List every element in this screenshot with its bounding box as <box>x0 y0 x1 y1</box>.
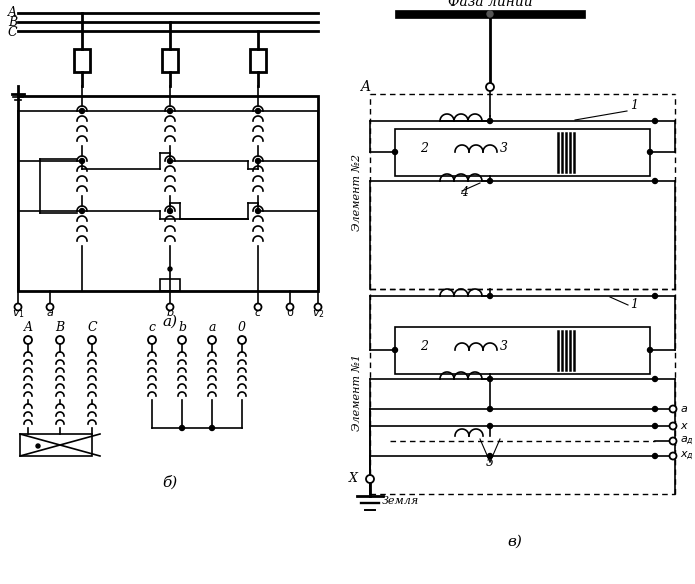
Circle shape <box>315 304 322 311</box>
Circle shape <box>79 158 85 164</box>
Circle shape <box>209 426 215 430</box>
Text: 1: 1 <box>630 99 638 112</box>
Circle shape <box>669 453 676 460</box>
Circle shape <box>487 179 493 183</box>
Circle shape <box>256 158 261 164</box>
Circle shape <box>653 119 657 123</box>
Circle shape <box>47 304 54 311</box>
Circle shape <box>487 454 493 458</box>
Bar <box>395 327 650 374</box>
Circle shape <box>653 406 657 412</box>
Circle shape <box>653 377 657 381</box>
Circle shape <box>486 83 494 91</box>
Circle shape <box>254 304 261 311</box>
Circle shape <box>256 208 261 214</box>
Text: A: A <box>360 80 370 94</box>
Circle shape <box>79 208 85 214</box>
Bar <box>162 49 178 72</box>
Circle shape <box>238 336 246 344</box>
Text: Земля: Земля <box>382 496 419 506</box>
Text: 0: 0 <box>238 321 246 334</box>
Text: Фаза линии: Фаза линии <box>448 0 532 9</box>
Circle shape <box>178 336 186 344</box>
Circle shape <box>88 336 96 344</box>
Text: 2: 2 <box>420 142 428 155</box>
Text: 5: 5 <box>486 456 494 469</box>
Bar <box>395 10 585 18</box>
Circle shape <box>167 158 172 164</box>
Text: $x_д$: $x_д$ <box>680 450 694 463</box>
Text: $x$: $x$ <box>680 421 689 431</box>
Bar <box>395 129 650 176</box>
Circle shape <box>648 347 653 353</box>
Circle shape <box>669 437 676 444</box>
Circle shape <box>56 336 64 344</box>
Circle shape <box>648 150 653 155</box>
Text: b: b <box>178 321 186 334</box>
Text: X: X <box>349 472 358 485</box>
Text: 4: 4 <box>460 186 468 199</box>
Circle shape <box>366 475 374 483</box>
Circle shape <box>167 304 174 311</box>
Text: c: c <box>149 321 156 334</box>
Text: б): б) <box>163 475 178 490</box>
Text: B: B <box>56 321 65 334</box>
Text: в): в) <box>507 535 523 549</box>
Circle shape <box>653 179 657 183</box>
Circle shape <box>24 336 32 344</box>
Text: $a$: $a$ <box>46 308 54 318</box>
Circle shape <box>256 109 261 113</box>
Text: $a$: $a$ <box>680 404 688 414</box>
Circle shape <box>167 109 172 113</box>
Circle shape <box>168 267 172 271</box>
Text: $c$: $c$ <box>254 308 262 318</box>
Circle shape <box>487 377 493 381</box>
Bar <box>160 279 180 291</box>
Text: A: A <box>24 321 33 334</box>
Text: а): а) <box>163 315 177 329</box>
Bar <box>250 49 266 72</box>
Text: 1: 1 <box>630 298 638 311</box>
Circle shape <box>487 294 493 298</box>
Circle shape <box>393 150 398 155</box>
Circle shape <box>669 405 676 412</box>
Text: A: A <box>8 5 17 19</box>
Text: 3: 3 <box>500 340 508 353</box>
Text: 3: 3 <box>500 142 508 155</box>
Circle shape <box>487 11 493 17</box>
Text: $0$: $0$ <box>286 306 294 318</box>
Circle shape <box>179 426 184 430</box>
Circle shape <box>208 336 216 344</box>
Circle shape <box>15 304 22 311</box>
Circle shape <box>487 119 493 123</box>
Text: $a_д$: $a_д$ <box>680 434 694 447</box>
Bar <box>74 49 90 72</box>
Text: 2: 2 <box>420 340 428 353</box>
Text: C: C <box>87 321 97 334</box>
Bar <box>18 96 318 291</box>
Circle shape <box>393 347 398 353</box>
Circle shape <box>487 406 493 412</box>
Text: B: B <box>8 16 17 29</box>
Circle shape <box>653 423 657 429</box>
Text: C: C <box>8 26 17 39</box>
Circle shape <box>79 109 85 113</box>
Bar <box>20 434 92 456</box>
Circle shape <box>36 444 40 448</box>
Circle shape <box>653 454 657 458</box>
Text: Элемент №2: Элемент №2 <box>352 154 362 231</box>
Circle shape <box>669 422 676 429</box>
Text: $v_2$: $v_2$ <box>311 308 325 320</box>
Text: a: a <box>208 321 215 334</box>
Text: $v_1$: $v_1$ <box>12 308 24 320</box>
Text: $b$: $b$ <box>165 306 174 318</box>
Circle shape <box>286 304 293 311</box>
Circle shape <box>653 294 657 298</box>
Circle shape <box>487 423 493 429</box>
Text: Элемент №1: Элемент №1 <box>352 353 362 430</box>
Circle shape <box>167 208 172 214</box>
Circle shape <box>148 336 156 344</box>
